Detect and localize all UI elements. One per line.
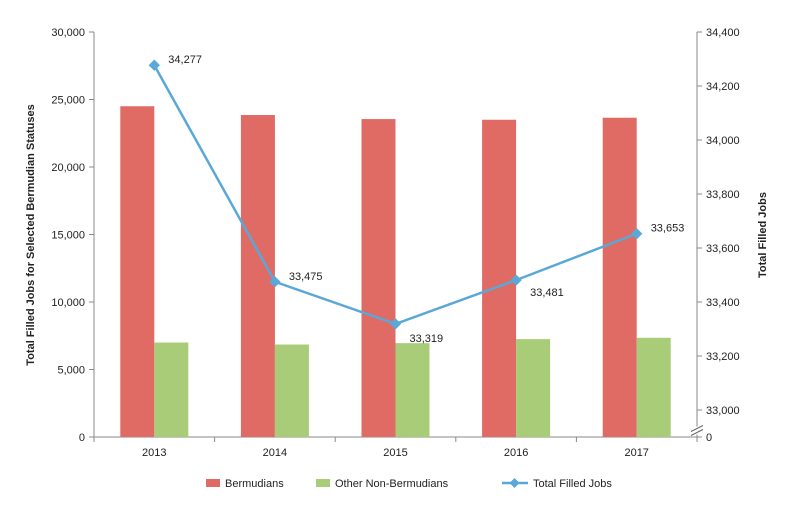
- y-tick-label: 15,000: [51, 230, 85, 242]
- x-tick-label: 2014: [263, 447, 287, 459]
- y2-tick-label: 33,800: [706, 189, 740, 201]
- y2-tick-label: 0: [706, 432, 712, 444]
- data-label-2013: 34,277: [168, 54, 202, 66]
- x-tick-label: 2015: [383, 447, 407, 459]
- y2-tick-label: 33,200: [706, 351, 740, 363]
- total-filled-jobs-marker-2013: [148, 59, 160, 71]
- y-tick-label: 10,000: [51, 297, 85, 309]
- bar-other-non-bermudians-2014: [274, 344, 309, 437]
- x-tick-label: 2016: [504, 447, 528, 459]
- data-label-2017: 33,653: [651, 223, 685, 235]
- bar-other-non-bermudians-2017: [636, 337, 671, 437]
- bar-other-non-bermudians-2016: [516, 339, 551, 437]
- y-tick-label: 25,000: [51, 95, 85, 107]
- axis-break-gap: [691, 426, 703, 435]
- y2-tick-label: 33,600: [706, 243, 740, 255]
- total-filled-jobs-marker-2016: [510, 274, 522, 286]
- bar-bermudians-2014: [240, 115, 275, 438]
- y-tick-label: 30,000: [51, 27, 85, 39]
- total-filled-jobs-marker-2014: [269, 276, 281, 288]
- legend-label-other-non-bermudians: Other Non-Bermudians: [335, 478, 449, 490]
- legend-marker-total-filled-jobs: [509, 478, 520, 488]
- total-filled-jobs-marker-2015: [389, 318, 402, 330]
- axes: 0 5,000 10,000 15,000 20,000 25,000 30,000 0 33,…: [51, 27, 739, 459]
- legend-swatch-other-non-bermudians: [316, 479, 330, 487]
- x-tick-label: 2013: [142, 447, 166, 459]
- total-filled-jobs-marker-2017: [631, 228, 643, 240]
- data-label-2014: 33,475: [289, 271, 323, 283]
- bar-bermudians-2015: [361, 119, 396, 437]
- y2-axis-title: Total Filled Jobs: [757, 192, 769, 278]
- axis-break-mark: [690, 429, 704, 436]
- x-tick-label: 2017: [624, 447, 648, 459]
- bars-layer: [120, 106, 671, 438]
- bar-bermudians-2017: [602, 117, 637, 437]
- y2-tick-label: 33,400: [706, 297, 740, 309]
- legend-label-bermudians: Bermudians: [225, 478, 284, 490]
- bar-other-non-bermudians-2015: [395, 343, 430, 437]
- y-axis-title: Total Filled Jobs for Selected Bermudian…: [25, 104, 37, 365]
- y2-tick-label: 33,000: [706, 405, 740, 417]
- bar-bermudians-2016: [482, 119, 517, 437]
- axis-break-mark: [690, 425, 704, 432]
- bar-other-non-bermudians-2013: [154, 342, 189, 437]
- y2-tick-label: 34,200: [706, 81, 740, 93]
- y-tick-label: 5,000: [57, 365, 85, 377]
- legend-label-total-filled-jobs: Total Filled Jobs: [533, 478, 612, 490]
- data-label-2016: 33,481: [530, 287, 564, 299]
- labels-layer: 34,277 33,475 33,319 33,481 33,653: [168, 54, 684, 345]
- line-layer: [148, 59, 643, 330]
- data-label-2015: 33,319: [410, 333, 444, 345]
- y-tick-label: 0: [79, 432, 85, 444]
- bar-bermudians-2013: [120, 106, 155, 437]
- y2-tick-label: 34,000: [706, 135, 740, 147]
- y-tick-label: 20,000: [51, 162, 85, 174]
- legend: Bermudians Other Non-Bermudians Total Fill…: [206, 478, 612, 490]
- legend-swatch-bermudians: [206, 479, 220, 487]
- y2-tick-label: 34,400: [706, 27, 740, 39]
